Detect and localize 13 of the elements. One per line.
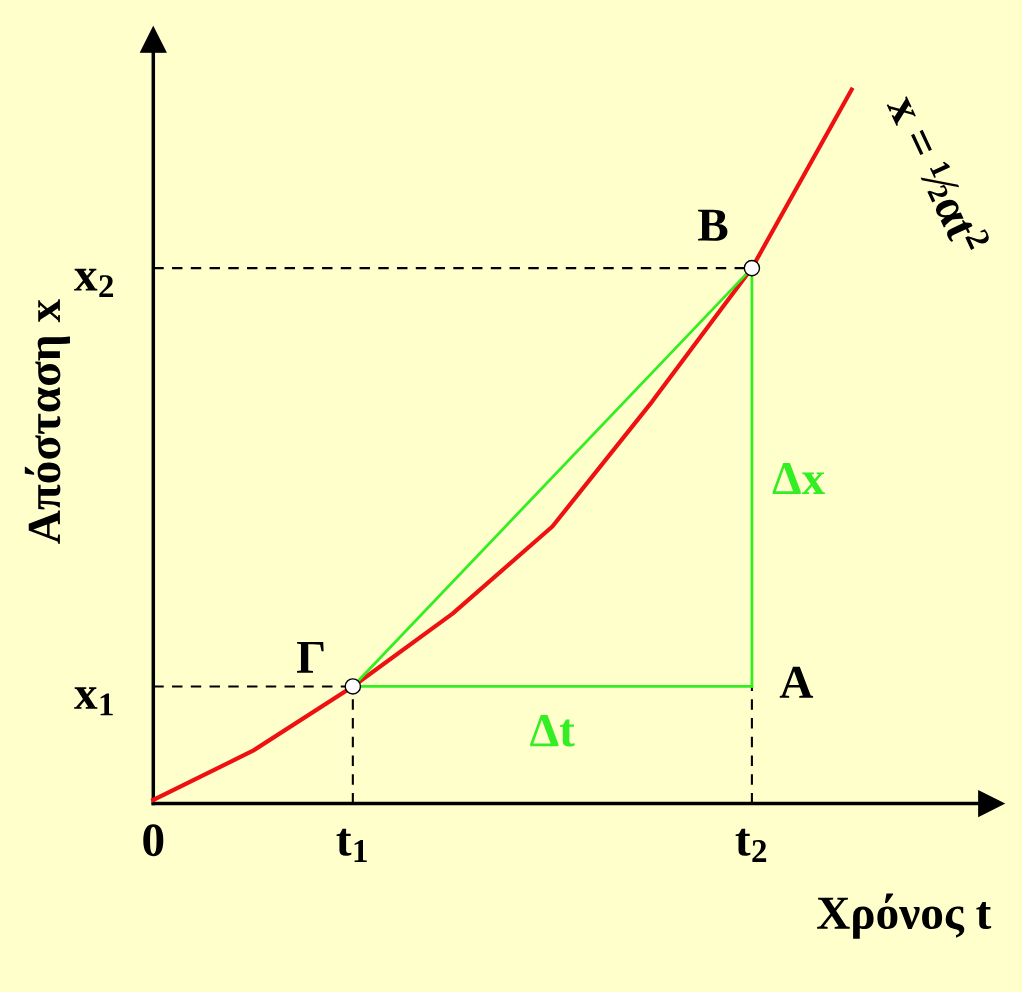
annotation: B [698,209,728,241]
x-tick-label: t$_{1}$ [336,828,367,862]
annotation: x$_{1}$ [74,687,113,716]
annotation: Δx [772,462,825,495]
annotation: A [779,666,814,698]
y-axis-title: Απόσταση x [24,299,70,544]
x-tick-label: t$_{2}$ [735,828,767,862]
x-tick-label: 0 [143,824,164,857]
annotation: Γ [297,641,324,673]
annotation: x = ½αt$^{2}$ [886,89,991,257]
x-axis-title: Χρόνος t [817,893,992,939]
annotation: Δt [530,714,575,747]
annotation: x$_{2}$ [74,268,114,298]
